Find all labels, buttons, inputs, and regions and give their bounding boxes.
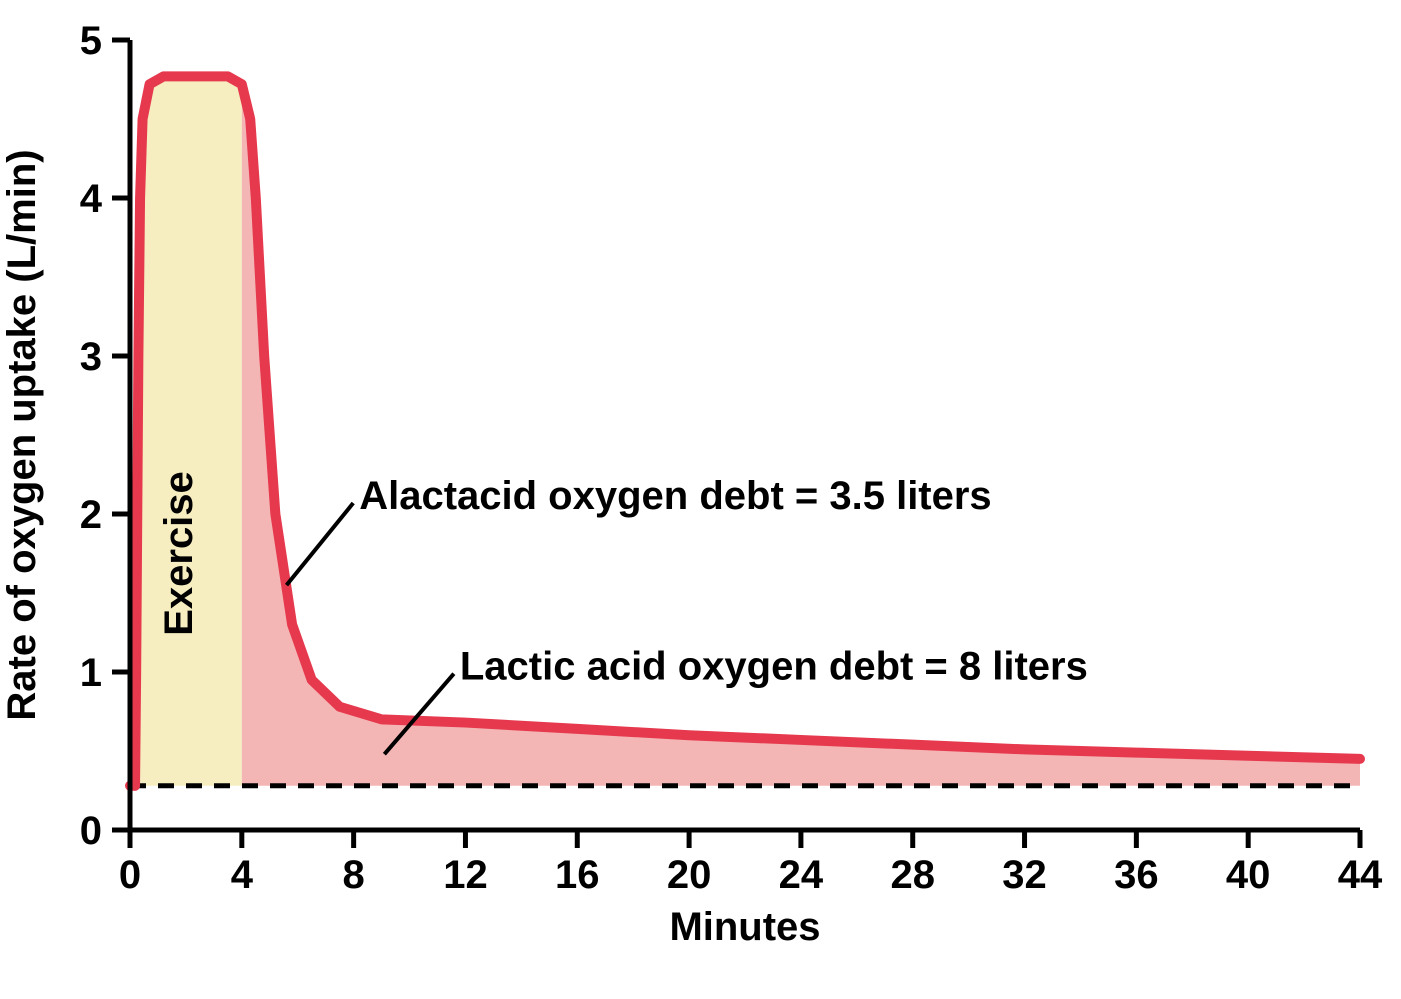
x-tick-label: 12 <box>443 853 488 897</box>
x-tick-label: 4 <box>231 853 254 897</box>
y-tick-label: 1 <box>80 651 102 695</box>
x-tick-label: 28 <box>890 853 935 897</box>
x-tick-label: 32 <box>1002 853 1047 897</box>
x-tick-label: 40 <box>1226 853 1271 897</box>
x-axis-label: Minutes <box>669 905 820 949</box>
x-tick-label: 24 <box>779 853 824 897</box>
x-tick-label: 16 <box>555 853 600 897</box>
exercise-label: Exercise <box>157 471 201 636</box>
x-tick-label: 0 <box>119 853 141 897</box>
x-tick-label: 8 <box>343 853 365 897</box>
y-tick-label: 3 <box>80 335 102 379</box>
x-tick-label: 44 <box>1338 853 1383 897</box>
y-tick-label: 4 <box>80 177 103 221</box>
lactic-annotation-label: Lactic acid oxygen debt = 8 liters <box>460 645 1088 689</box>
x-tick-label: 20 <box>667 853 712 897</box>
y-tick-label: 5 <box>80 19 102 63</box>
y-tick-label: 0 <box>80 809 102 853</box>
oxygen-debt-chart: 048121620242832364044012345MinutesRate o… <box>0 0 1401 999</box>
x-tick-label: 36 <box>1114 853 1159 897</box>
alactacid-annotation-leader <box>287 503 354 585</box>
y-axis-label: Rate of oxygen uptake (L/min) <box>0 149 44 720</box>
exercise-fill <box>135 76 242 785</box>
y-tick-label: 2 <box>80 493 102 537</box>
alactacid-annotation-label: Alactacid oxygen debt = 3.5 liters <box>359 474 991 518</box>
